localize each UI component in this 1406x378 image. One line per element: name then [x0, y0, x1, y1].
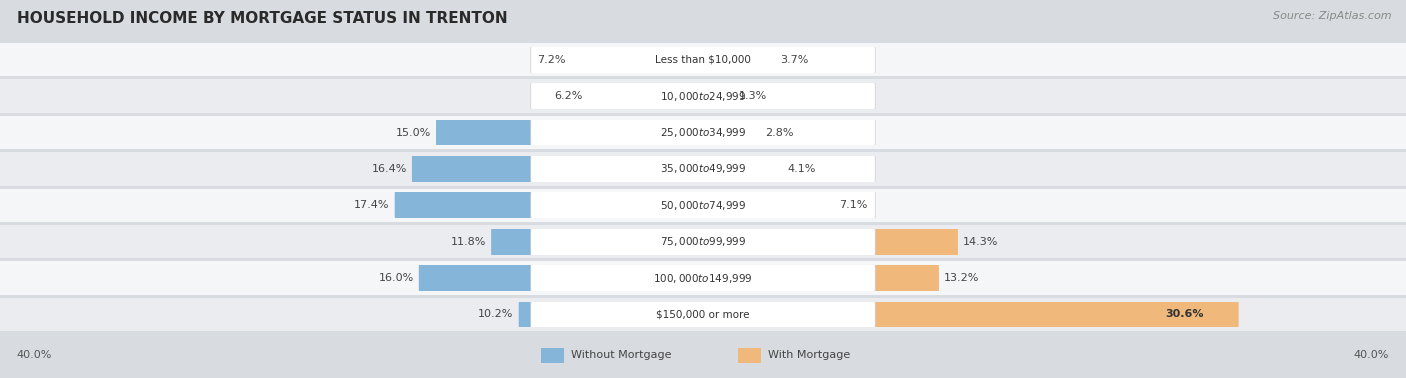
Text: 4.1%: 4.1% [787, 164, 815, 174]
FancyBboxPatch shape [695, 291, 1239, 338]
Text: 40.0%: 40.0% [1354, 350, 1389, 360]
FancyBboxPatch shape [531, 109, 875, 156]
FancyBboxPatch shape [695, 218, 957, 265]
FancyBboxPatch shape [531, 37, 875, 83]
FancyBboxPatch shape [531, 182, 875, 229]
FancyBboxPatch shape [695, 146, 782, 192]
Text: 7.1%: 7.1% [839, 200, 868, 210]
FancyBboxPatch shape [519, 291, 711, 338]
FancyBboxPatch shape [695, 73, 734, 119]
FancyBboxPatch shape [695, 182, 834, 229]
Text: Without Mortgage: Without Mortgage [571, 350, 671, 360]
FancyBboxPatch shape [412, 146, 711, 192]
FancyBboxPatch shape [571, 37, 711, 83]
Text: 3.7%: 3.7% [780, 55, 808, 65]
Text: 7.2%: 7.2% [537, 55, 565, 65]
FancyBboxPatch shape [531, 218, 875, 265]
Text: $10,000 to $24,999: $10,000 to $24,999 [659, 90, 747, 103]
Text: $35,000 to $49,999: $35,000 to $49,999 [659, 163, 747, 175]
Text: 11.8%: 11.8% [450, 237, 486, 247]
FancyBboxPatch shape [695, 255, 939, 301]
Text: Less than $10,000: Less than $10,000 [655, 55, 751, 65]
Text: 15.0%: 15.0% [395, 127, 430, 138]
Text: $25,000 to $34,999: $25,000 to $34,999 [659, 126, 747, 139]
Text: With Mortgage: With Mortgage [768, 350, 849, 360]
FancyBboxPatch shape [531, 255, 875, 301]
Text: $150,000 or more: $150,000 or more [657, 310, 749, 319]
Text: $75,000 to $99,999: $75,000 to $99,999 [659, 235, 747, 248]
Text: 6.2%: 6.2% [554, 91, 582, 101]
Text: 16.4%: 16.4% [371, 164, 406, 174]
Text: 10.2%: 10.2% [478, 310, 513, 319]
FancyBboxPatch shape [531, 73, 875, 119]
Text: 2.8%: 2.8% [765, 127, 793, 138]
Text: 16.0%: 16.0% [378, 273, 413, 283]
Text: 14.3%: 14.3% [963, 237, 998, 247]
FancyBboxPatch shape [695, 37, 775, 83]
FancyBboxPatch shape [531, 291, 875, 338]
FancyBboxPatch shape [531, 146, 875, 192]
FancyBboxPatch shape [695, 109, 759, 156]
FancyBboxPatch shape [419, 255, 711, 301]
Text: $50,000 to $74,999: $50,000 to $74,999 [659, 199, 747, 212]
Text: $100,000 to $149,999: $100,000 to $149,999 [654, 271, 752, 285]
FancyBboxPatch shape [436, 109, 711, 156]
Text: HOUSEHOLD INCOME BY MORTGAGE STATUS IN TRENTON: HOUSEHOLD INCOME BY MORTGAGE STATUS IN T… [17, 11, 508, 26]
Text: 1.3%: 1.3% [740, 91, 768, 101]
Text: 40.0%: 40.0% [17, 350, 52, 360]
Text: 17.4%: 17.4% [354, 200, 389, 210]
FancyBboxPatch shape [395, 182, 711, 229]
FancyBboxPatch shape [491, 218, 711, 265]
Text: Source: ZipAtlas.com: Source: ZipAtlas.com [1274, 11, 1392, 21]
Text: 13.2%: 13.2% [945, 273, 980, 283]
Text: 30.6%: 30.6% [1166, 310, 1204, 319]
FancyBboxPatch shape [588, 73, 711, 119]
